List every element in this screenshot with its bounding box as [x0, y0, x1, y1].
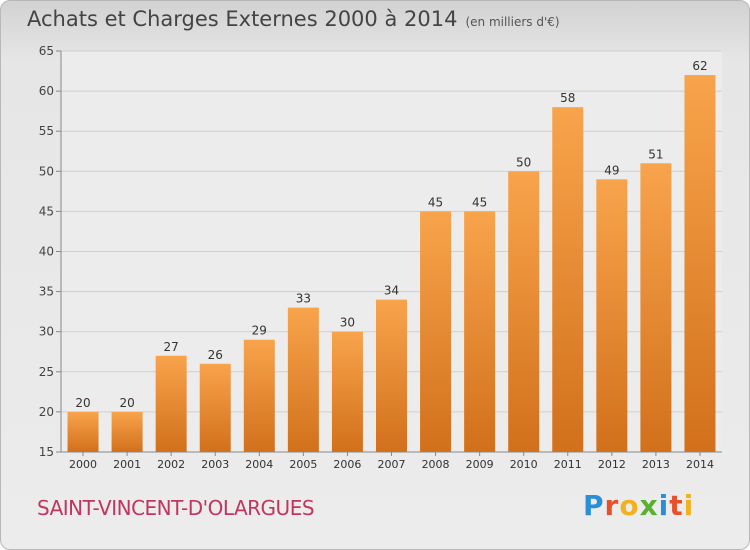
x-tick-label: 2010 — [510, 458, 538, 471]
bar — [420, 211, 452, 452]
bar — [552, 107, 584, 452]
x-tick-label: 2007 — [378, 458, 406, 471]
data-label: 45 — [428, 195, 443, 209]
data-label: 51 — [648, 147, 663, 161]
x-tick-label: 2009 — [466, 458, 494, 471]
x-tick-label: 2008 — [422, 458, 450, 471]
chart-subtitle: (en milliers d'€) — [465, 15, 560, 29]
bars — [67, 75, 716, 453]
bar — [684, 75, 716, 452]
y-tick-label: 15 — [39, 445, 54, 459]
y-tick-label: 60 — [39, 84, 54, 98]
y-tick-label: 35 — [39, 285, 54, 299]
bar — [155, 355, 187, 452]
chart-title: Achats et Charges Externes 2000 à 2014 (e… — [27, 7, 560, 31]
bar — [67, 411, 99, 452]
y-tick-label: 45 — [39, 204, 54, 218]
data-label: 50 — [516, 155, 531, 169]
data-label: 30 — [340, 316, 355, 330]
y-tick-label: 20 — [39, 405, 54, 419]
data-label: 20 — [75, 396, 90, 410]
data-label: 29 — [252, 324, 267, 338]
bar — [331, 331, 363, 452]
x-tick-label: 2003 — [201, 458, 229, 471]
y-tick-label: 65 — [39, 44, 54, 58]
proxiti-logo: Proxiti — [583, 489, 695, 522]
bar — [596, 179, 628, 452]
city-name: SAINT-VINCENT-D'OLARGUES — [37, 496, 315, 520]
bar — [376, 299, 407, 452]
bar — [287, 307, 319, 452]
data-label: 33 — [296, 292, 311, 306]
y-axis: 15 20 25 30 35 40 45 50 55 60 65 — [39, 44, 62, 459]
x-tick-label: 2004 — [245, 458, 273, 471]
data-label: 27 — [164, 340, 179, 354]
y-tick-label: 50 — [39, 164, 54, 178]
bar — [199, 363, 231, 452]
x-tick-label: 2005 — [289, 458, 317, 471]
data-label: 62 — [692, 59, 707, 73]
data-label: 34 — [384, 284, 399, 298]
x-tick-label: 2013 — [642, 458, 670, 471]
data-label: 20 — [119, 396, 134, 410]
x-tick-label: 2002 — [157, 458, 185, 471]
data-label: 58 — [560, 91, 575, 105]
x-tick-label: 2011 — [554, 458, 582, 471]
x-tick-label: 2001 — [113, 458, 141, 471]
y-tick-label: 30 — [39, 325, 54, 339]
bar — [243, 339, 275, 452]
x-tick-label: 2000 — [69, 458, 97, 471]
data-labels: 20 20 27 26 29 33 30 34 45 45 50 58 49 51 62 — [75, 59, 707, 410]
x-tick-label: 2006 — [333, 458, 361, 471]
y-tick-label: 25 — [39, 365, 54, 379]
bar — [640, 163, 672, 452]
x-axis: 2000 2001 2002 2003 2004 2005 2006 2007 2008 2009… — [61, 451, 722, 471]
bar — [464, 211, 496, 452]
x-tick-label: 2014 — [686, 458, 714, 471]
chart-title-text: Achats et Charges Externes 2000 à 2014 — [27, 7, 458, 31]
y-tick-label: 40 — [39, 245, 54, 259]
data-label: 45 — [472, 195, 487, 209]
x-tick-label: 2012 — [598, 458, 626, 471]
bar — [111, 411, 143, 452]
data-label: 49 — [604, 163, 619, 177]
bar — [508, 171, 540, 453]
data-label: 26 — [208, 348, 223, 362]
y-tick-label: 55 — [39, 124, 54, 138]
